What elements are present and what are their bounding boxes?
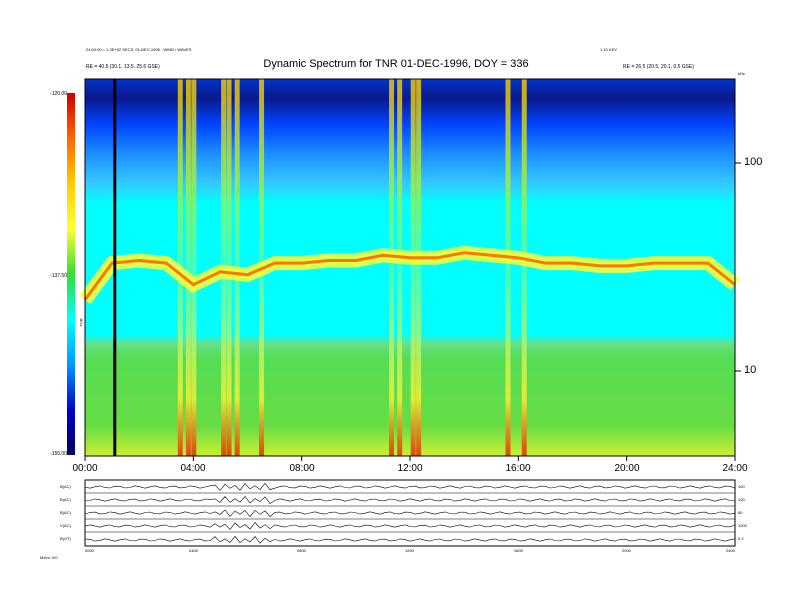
subpanel-rtick-4: 1000	[738, 523, 747, 528]
subpanel-xtick-5: 2000	[622, 548, 631, 553]
burst-mark-11	[505, 79, 511, 456]
colorbar-tick-bottom: -155.00	[50, 451, 67, 457]
subpanel-label-3: B(AC)	[60, 510, 71, 515]
x-tick-1600: 16:00	[505, 463, 531, 474]
y-tick-100: 100	[744, 156, 763, 168]
subpanel-xtick-6: 2400	[726, 548, 735, 553]
subpanel-label-5: B(GT)	[60, 536, 71, 541]
subpanel-footer: Mxtm: 0/0	[40, 555, 58, 560]
header-right-line2: RE = 26.5 (20.5, 20.1, 0.5 GSE)	[623, 64, 695, 70]
subpanel-xtick-4: 1600	[514, 548, 523, 553]
burst-mark-9	[410, 79, 416, 456]
subpanel-trace-5	[84, 535, 736, 544]
header-left-line1: 24:00:00 = 1.3E+02 SECS, 01-DEC-1996 · W…	[86, 47, 192, 52]
subpanel-trace-2	[84, 496, 736, 505]
burst-mark-2	[191, 79, 197, 456]
x-tick-marks	[84, 456, 736, 461]
y-tick-10: 10	[744, 364, 757, 376]
x-tick-0400: 04:00	[180, 463, 206, 474]
subpanel-rtick-2: 100	[738, 497, 745, 502]
burst-mark-10	[416, 79, 422, 456]
subpanel-frame	[84, 479, 736, 547]
subpanel-trace-3	[84, 509, 736, 518]
header-right-line1: 1.10 KEV	[600, 47, 617, 52]
colorbar-tick-mid: -137.50	[50, 273, 67, 279]
colorbar	[67, 93, 75, 455]
burst-mark-1	[185, 79, 191, 456]
x-tick-0800: 08:00	[289, 463, 315, 474]
subpanel-traces	[84, 482, 736, 544]
burst-mark-12	[521, 79, 527, 456]
x-tick-2000: 20:00	[614, 463, 640, 474]
x-tick-0000: 00:00	[72, 463, 98, 474]
chart-title: Dynamic Spectrum for TNR 01-DEC-1996, DO…	[263, 58, 529, 70]
burst-mark-8	[397, 79, 403, 456]
subpanel-rtick-1: 100	[738, 484, 745, 489]
unit-label: kHz	[738, 71, 745, 76]
subpanel-label-1: B(AC)	[60, 484, 71, 489]
subpanel-rtick-3: 50	[738, 510, 743, 515]
x-tick-1200: 12:00	[397, 463, 423, 474]
x-tick-2400: 24:00	[722, 463, 748, 474]
colorbar-tick-top: -120.00	[50, 91, 67, 97]
subpanel-trace-1	[84, 482, 736, 491]
subpanel-xtick-0: 0000	[85, 548, 94, 553]
data-gap-line	[113, 79, 117, 456]
header-left-line2: RE = 40.5 (30.1, 13.5, 25.6 GSE)	[86, 64, 160, 70]
burst-mark-7	[389, 79, 395, 456]
subpanel-xtick-2: 0800	[297, 548, 306, 553]
subpanel-xtick-3: 1200	[405, 548, 414, 553]
subpanel-xtick-1: 0400	[189, 548, 198, 553]
plasma-line-core	[83, 251, 736, 301]
subpanel-trace-4	[84, 522, 736, 530]
subpanel-rtick-5: 0.2	[738, 536, 744, 541]
subpanel-label-4: V(AC)	[60, 523, 71, 528]
subpanel-label-2: B(AC)	[60, 497, 71, 502]
